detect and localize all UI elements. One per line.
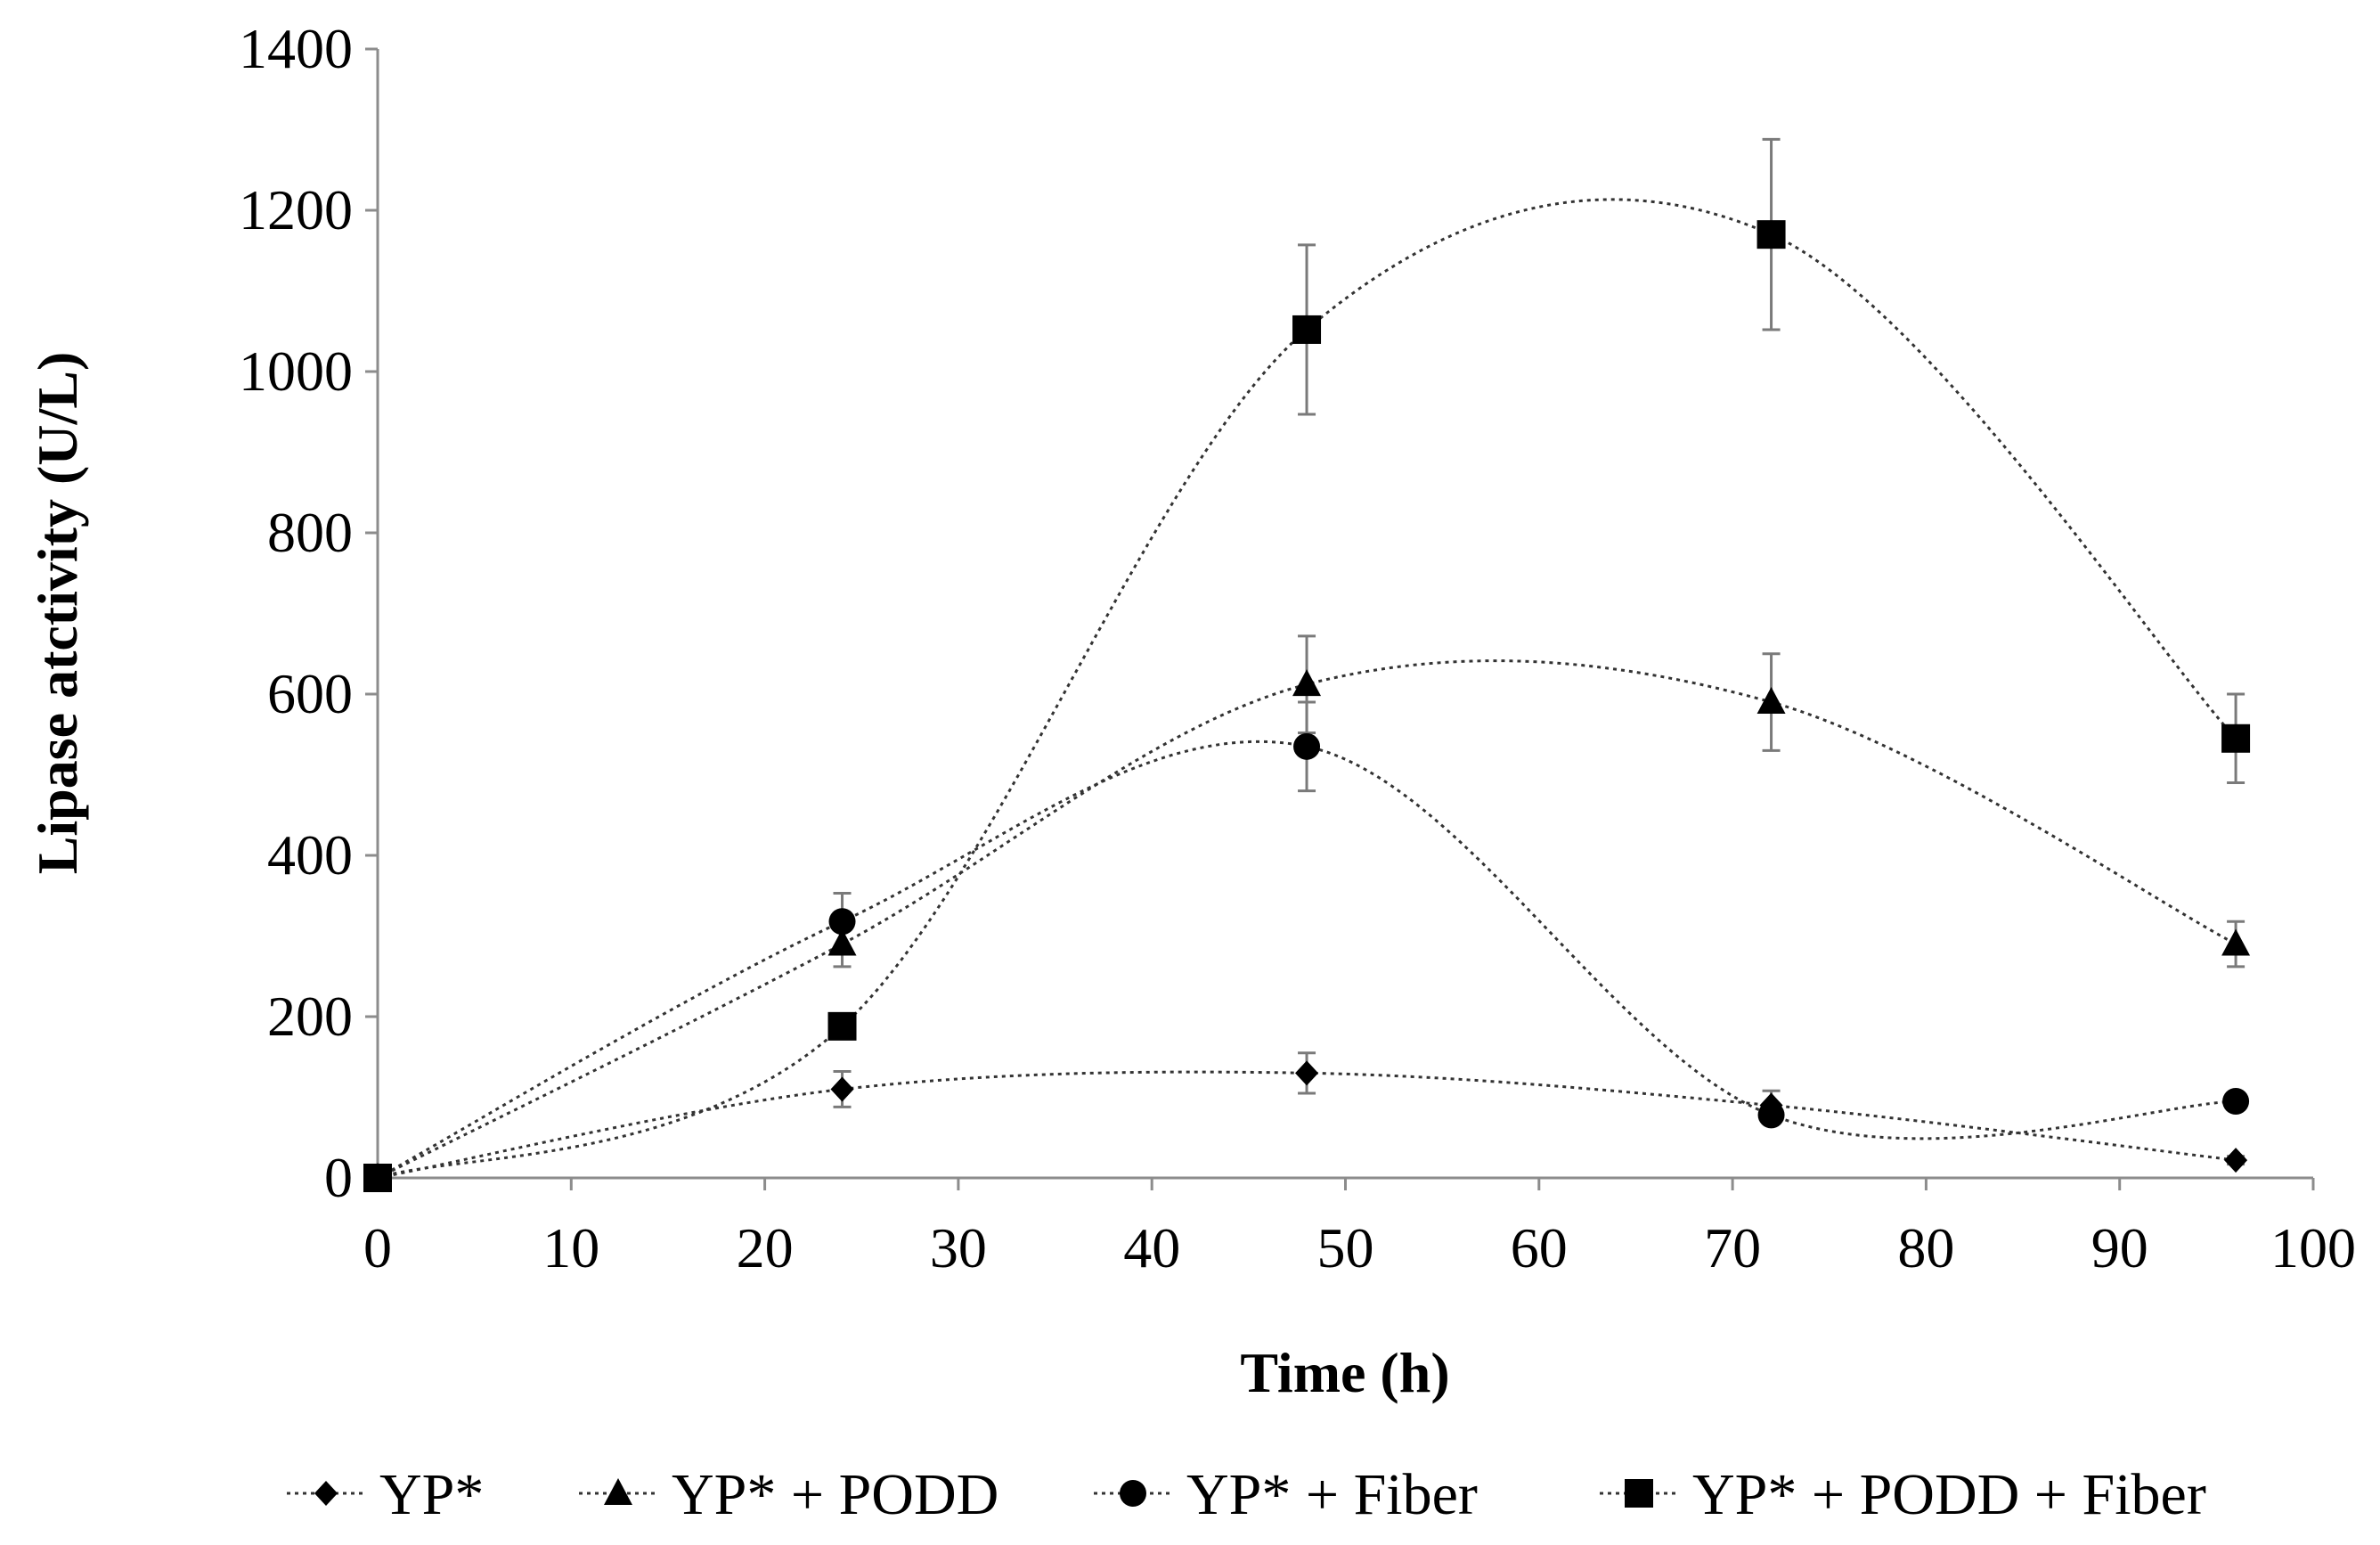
x-tick-label-100: 100 [2270, 1216, 2356, 1279]
legend-label-yp-fiber: YP* + Fiber [1186, 1462, 1478, 1527]
error-bars [833, 137, 2246, 1166]
point-yp-podd-fiber-0 [363, 1164, 392, 1192]
x-tick-label-0: 0 [363, 1216, 392, 1279]
y-tick-label-400: 400 [267, 823, 353, 887]
legend-marker-yp-podd-fiber [1625, 1479, 1653, 1508]
series-markers [363, 220, 2251, 1192]
x-tick-label-80: 80 [1897, 1216, 1954, 1279]
point-yp-podd-fiber-48 [1292, 315, 1322, 344]
y-ticks: 0 200 400 600 800 1000 1200 1400 [239, 17, 378, 1209]
legend-item-yp: YP* [287, 1462, 484, 1527]
y-tick-label-200: 200 [267, 985, 353, 1048]
y-axis-title: Lipase atctivity (U/L) [26, 352, 89, 875]
point-yp-fiber-48 [1293, 732, 1321, 760]
x-tick-label-60: 60 [1511, 1216, 1568, 1279]
point-yp-fiber-96 [2222, 1088, 2250, 1116]
y-tick-label-1400: 1400 [239, 17, 353, 80]
y-tick-label-1200: 1200 [239, 178, 353, 241]
x-tick-label-20: 20 [737, 1216, 794, 1279]
x-tick-label-50: 50 [1317, 1216, 1374, 1279]
axes [376, 49, 2313, 1180]
y-tick-label-600: 600 [267, 662, 353, 725]
point-yp-podd-72 [1756, 687, 1786, 715]
y-tick-label-800: 800 [267, 501, 353, 564]
point-yp-fiber-72 [1757, 1101, 1785, 1129]
point-yp-fiber-24 [828, 908, 856, 936]
legend-label-yp-podd-fiber: YP* + PODD + Fiber [1692, 1462, 2206, 1527]
y-tick-label-0: 0 [324, 1146, 353, 1209]
y-tick-label-1000: 1000 [239, 339, 353, 403]
legend-marker-yp-fiber [1120, 1480, 1146, 1507]
legend-item-yp-podd-fiber: YP* + PODD + Fiber [1600, 1462, 2206, 1527]
legend-marker-yp-podd [604, 1478, 632, 1505]
point-yp-podd-48 [1292, 669, 1322, 697]
series-line-yp-podd [377, 659, 2237, 1180]
point-yp-24 [830, 1076, 854, 1102]
point-yp-podd-fiber-24 [827, 1011, 857, 1041]
point-yp-96 [2224, 1148, 2248, 1173]
point-yp-podd-fiber-72 [1756, 220, 1786, 249]
x-ticks: 0 10 20 30 40 50 60 70 80 90 100 [363, 1178, 2356, 1279]
legend-item-yp-fiber: YP* + Fiber [1094, 1462, 1478, 1527]
x-axis-title: Time (h) [1240, 1341, 1449, 1404]
series-line-yp-podd-fiber [377, 198, 2237, 1180]
legend-label-yp-podd: YP* + PODD [672, 1462, 998, 1527]
x-tick-label-70: 70 [1704, 1216, 1761, 1279]
x-tick-label-30: 30 [930, 1216, 987, 1279]
x-tick-label-10: 10 [542, 1216, 599, 1279]
x-tick-label-40: 40 [1123, 1216, 1180, 1279]
legend-label-yp: YP* [379, 1462, 484, 1527]
point-yp-48 [1295, 1060, 1319, 1086]
x-tick-label-90: 90 [2091, 1216, 2148, 1279]
point-yp-podd-24 [827, 928, 857, 956]
legend-marker-yp [314, 1481, 338, 1506]
legend-item-yp-podd: YP* + PODD [579, 1462, 998, 1527]
point-yp-podd-96 [2221, 928, 2251, 956]
series-line-yp-fiber [377, 740, 2237, 1180]
legend: YP* YP* + PODD YP* + Fiber YP* + PODD + Fib… [287, 1462, 2206, 1527]
point-yp-podd-fiber-96 [2221, 723, 2251, 753]
